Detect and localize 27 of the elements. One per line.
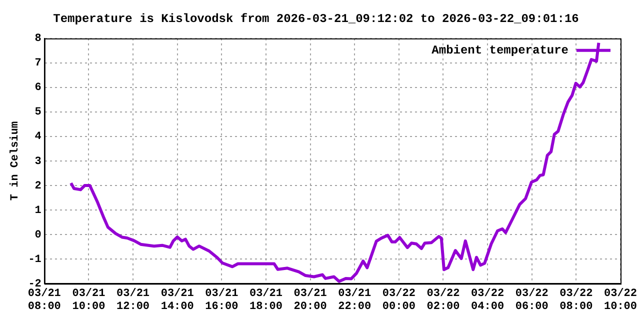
y-tick-label: 3	[34, 156, 42, 168]
y-tick-label: -1	[28, 254, 42, 266]
y-tick-label: 6	[34, 82, 42, 94]
y-tick-label: 1	[34, 204, 42, 217]
y-tick-label: 0	[34, 229, 42, 242]
chart-title: Temperature is Kislovodsk from 2026-03-21_09:12:02 to 2026-03-22_09:01:16	[53, 12, 579, 26]
y-tick-label: 2	[34, 180, 42, 192]
legend-label: Ambient temperature	[432, 43, 569, 58]
x-tick-label: 03/21 14:00	[160, 288, 194, 314]
y-tick-label: 8	[34, 33, 42, 46]
x-tick-label: 03/21 08:00	[28, 288, 62, 314]
x-tick-label: 03/21 22:00	[338, 288, 372, 314]
x-tick-label: 03/21 10:00	[72, 288, 106, 314]
x-tick-label: 03/21 20:00	[294, 288, 328, 314]
x-tick-label: 03/22 10:00	[604, 288, 638, 314]
x-tick-label: 03/21 16:00	[205, 288, 239, 314]
x-tick-label: 03/22 00:00	[382, 288, 416, 314]
x-tick-label: 03/22 02:00	[426, 288, 460, 314]
x-tick-label: 03/22 04:00	[471, 288, 504, 314]
x-tick-label: 03/21 12:00	[116, 288, 150, 314]
y-tick-label: 4	[34, 131, 42, 144]
x-tick-label: 03/21 18:00	[249, 288, 283, 314]
y-tick-label: 7	[34, 58, 42, 70]
y-axis-title: T in Celsium	[9, 121, 22, 201]
y-tick-label: 5	[34, 106, 42, 119]
x-tick-label: 03/22 08:00	[560, 288, 593, 314]
x-tick-label: 03/22 06:00	[515, 288, 548, 314]
